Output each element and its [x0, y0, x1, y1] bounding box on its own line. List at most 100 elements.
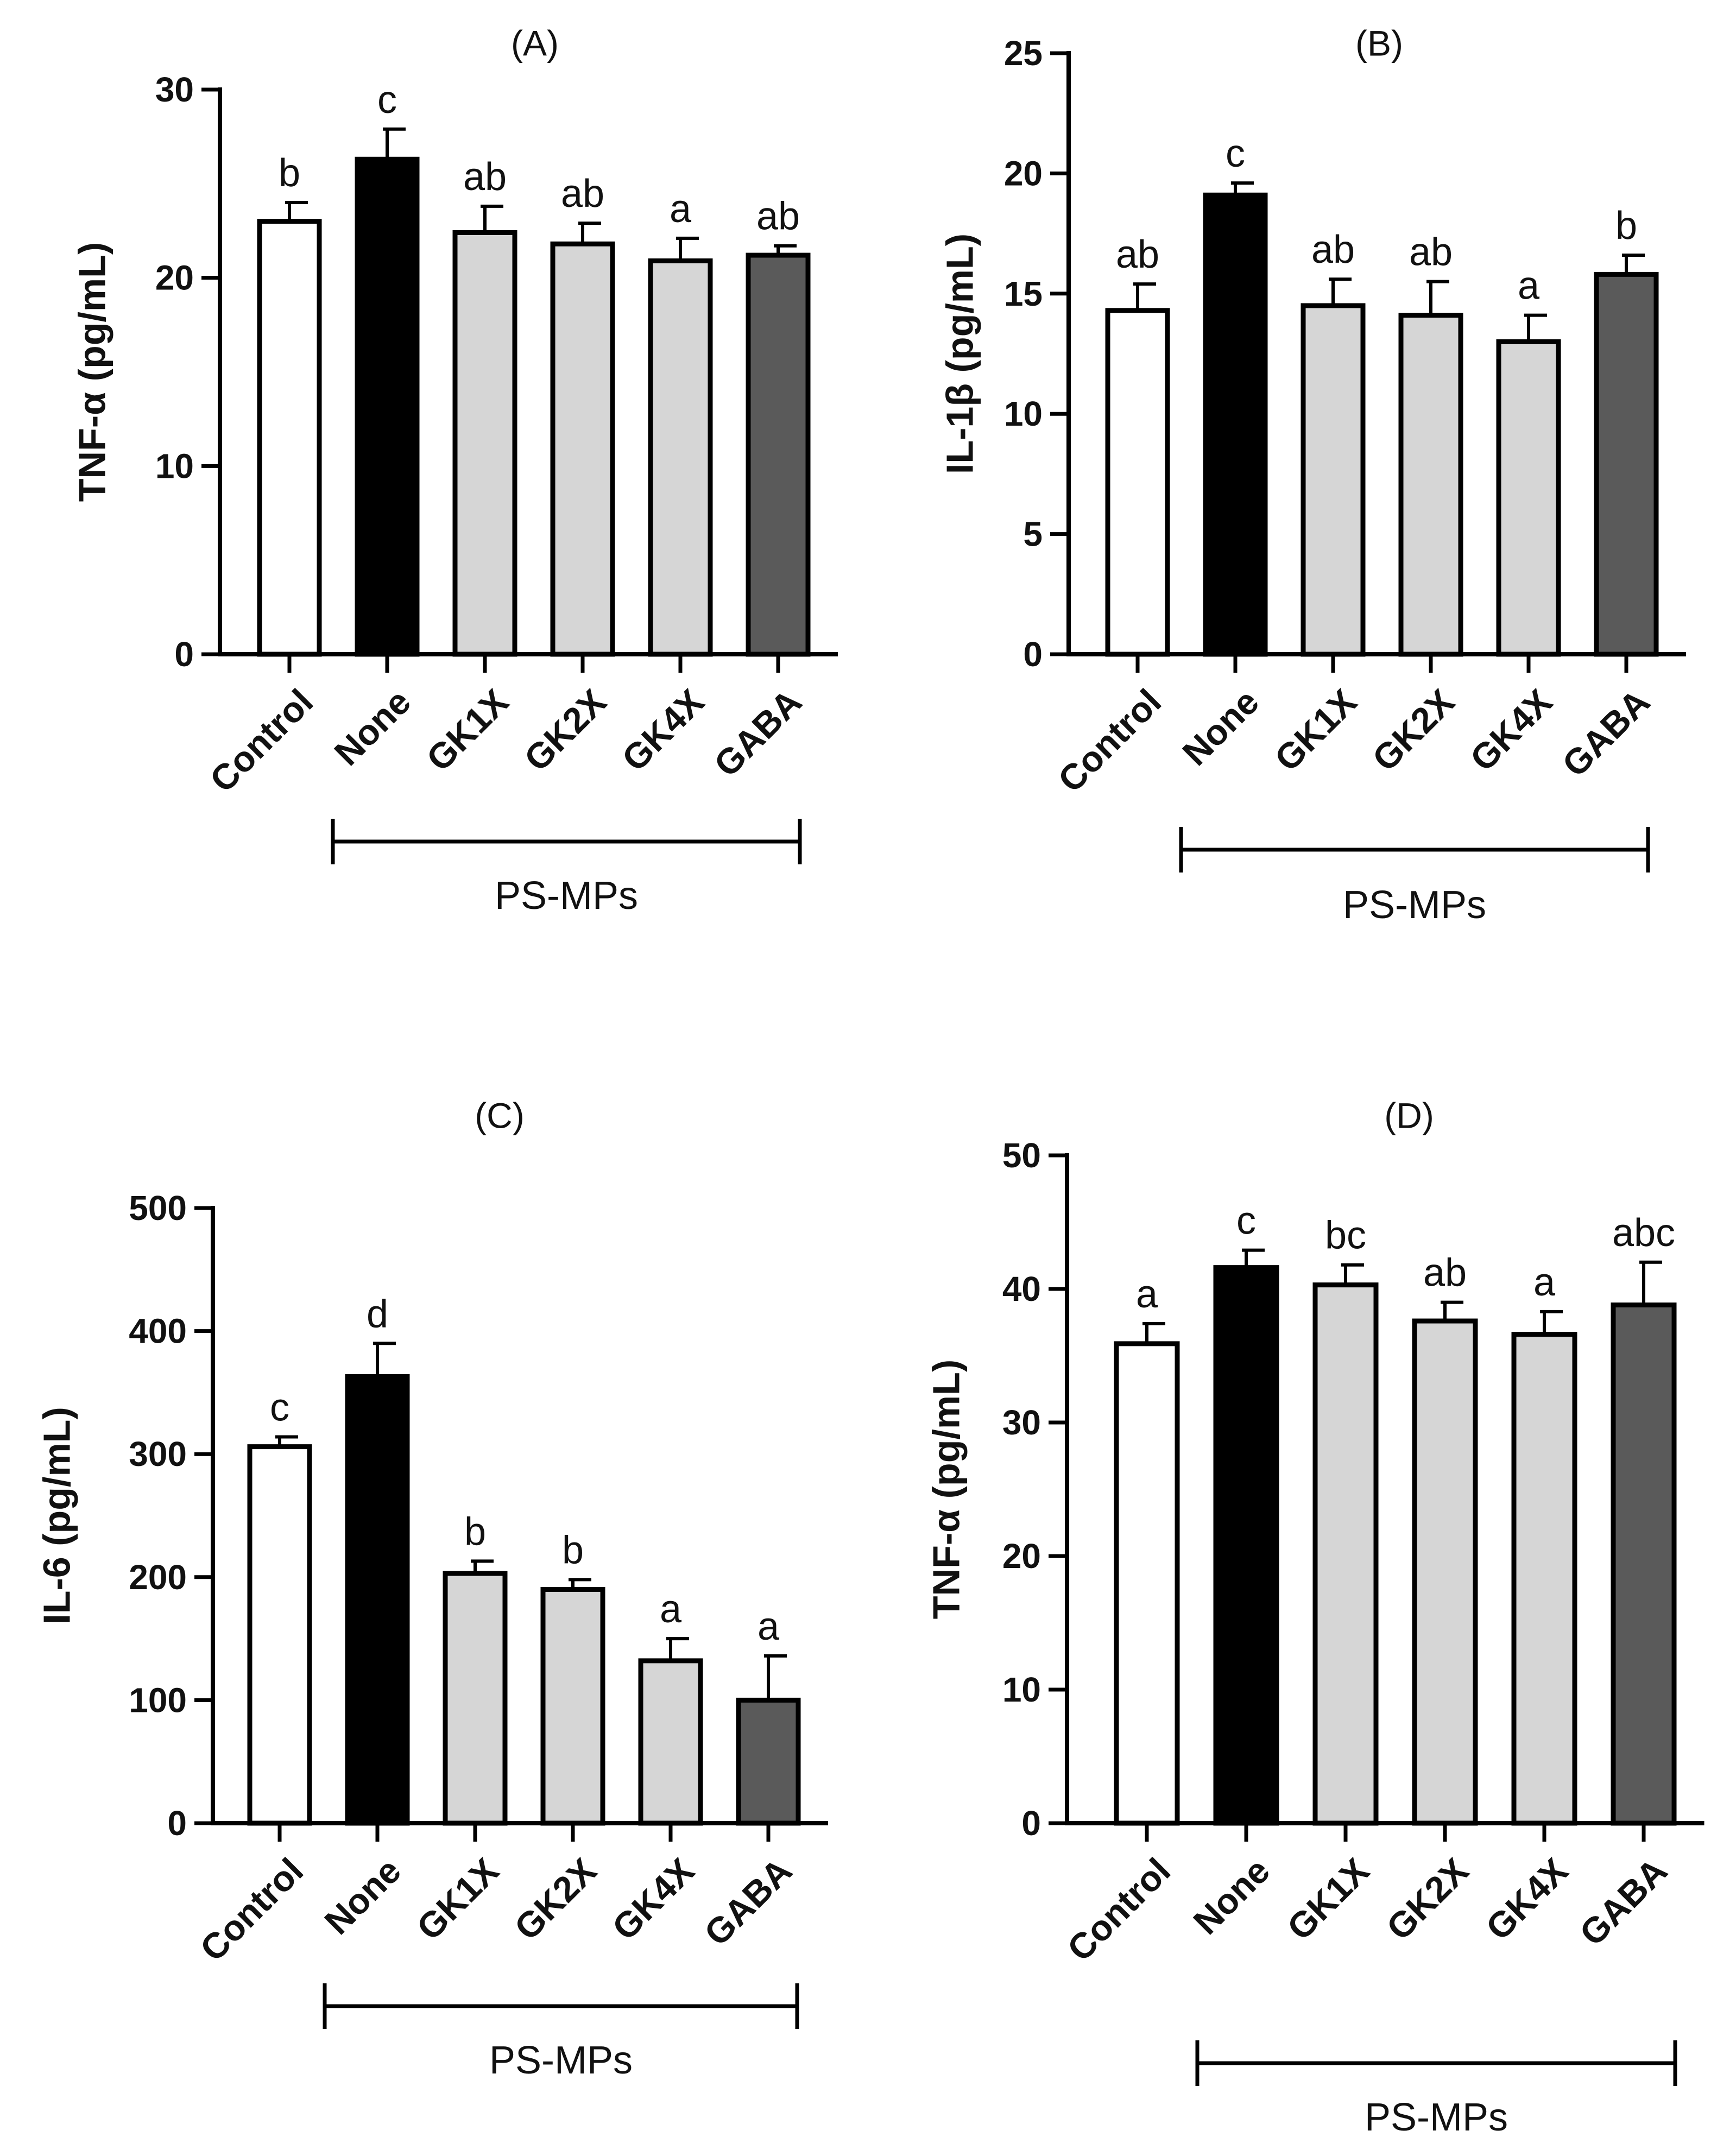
category-label: Control — [202, 681, 320, 800]
significance-label: ab — [561, 172, 604, 216]
y-tick-label: 20 — [1002, 1537, 1041, 1576]
panel-title: (C) — [475, 1095, 525, 1135]
category-label: Control — [1059, 1850, 1178, 1969]
bar-none — [1203, 192, 1268, 657]
significance-label: a — [1136, 1273, 1158, 1316]
panel-b: (B)IL-1β (pg/mL)0510152025abControlcNone… — [938, 23, 1686, 927]
y-tick-label: 0 — [1023, 635, 1043, 674]
category-label: GK1X — [1279, 1850, 1377, 1948]
significance-label: ab — [1423, 1251, 1467, 1295]
bar-control — [1105, 308, 1170, 657]
category-label: Control — [192, 1850, 311, 1969]
y-tick-label: 30 — [155, 70, 194, 109]
significance-label: a — [757, 1605, 780, 1648]
panel-title: (D) — [1384, 1095, 1434, 1135]
y-axis-label: TNF-α (pg/mL) — [71, 242, 113, 502]
significance-label: b — [464, 1510, 486, 1553]
panel-c: (C) IL-6 (pg/mL) 0 100 200 300 400 500 c Control d… — [35, 1095, 828, 2082]
category-label: None — [1175, 681, 1266, 773]
category-label: GK4X — [604, 1850, 702, 1948]
bar-gk1x — [452, 230, 517, 657]
category-label: Control — [1050, 681, 1169, 800]
significance-label: abc — [1612, 1211, 1675, 1255]
significance-label: ab — [1116, 233, 1159, 276]
y-tick-label: 400 — [129, 1312, 187, 1351]
bar-none — [345, 1374, 410, 1826]
significance-label: a — [660, 1588, 682, 1631]
y-axis-label: IL-1β (pg/mL) — [938, 233, 981, 474]
category-label: GK1X — [419, 681, 516, 779]
y-tick-label: 300 — [129, 1434, 187, 1474]
y-tick-label: 200 — [129, 1558, 187, 1597]
bar-gk1x — [1301, 303, 1366, 657]
category-label: GK1X — [1267, 681, 1364, 779]
significance-label: a — [1533, 1261, 1556, 1304]
category-label: GABA — [1571, 1850, 1675, 1953]
bar-gk4x — [638, 1658, 703, 1826]
category-label: GK4X — [1462, 681, 1560, 779]
bar-gk1x — [1312, 1282, 1379, 1826]
significance-label: ab — [1409, 231, 1453, 274]
group-label: PS-MPs — [495, 874, 638, 918]
bar-gk2x — [540, 1586, 605, 1826]
y-axis-label: TNF-α (pg/mL) — [925, 1360, 967, 1619]
significance-label: ab — [756, 195, 800, 238]
y-axis-label: IL-6 (pg/mL) — [35, 1407, 78, 1624]
y-tick-label: 0 — [1021, 1804, 1041, 1843]
significance-label: ab — [1311, 228, 1355, 271]
y-tick-label: 25 — [1004, 34, 1043, 73]
category-label: GK4X — [1478, 1850, 1575, 1948]
category-label: None — [326, 681, 418, 773]
category-label: GABA — [706, 681, 809, 785]
panel-title: (A) — [511, 23, 559, 63]
category-label: GK2X — [1365, 681, 1462, 779]
bar-gaba — [1594, 271, 1659, 657]
significance-label: bc — [1325, 1214, 1366, 1257]
panel-a: (A) TNF-α (pg/mL) 0 10 20 30 b Control c None ab GK… — [71, 23, 838, 918]
significance-label: a — [670, 187, 692, 231]
y-tick-label: 40 — [1002, 1269, 1041, 1308]
bar-none — [355, 156, 420, 657]
bar-gk4x — [1496, 339, 1561, 657]
category-label: GABA — [696, 1850, 799, 1953]
category-label: GK2X — [1379, 1850, 1476, 1948]
y-tick-label: 10 — [1004, 394, 1043, 433]
bar-gk1x — [443, 1571, 508, 1826]
bar-gaba — [1611, 1303, 1677, 1826]
bar-gaba — [746, 252, 811, 657]
panel-title: (B) — [1355, 23, 1403, 63]
bar-gaba — [736, 1697, 801, 1826]
bar-gk2x — [1398, 313, 1463, 657]
y-tick-label: 5 — [1023, 515, 1043, 554]
bar-control — [257, 219, 322, 657]
bar-control — [1114, 1341, 1180, 1826]
y-tick-label: 100 — [129, 1680, 187, 1719]
significance-label: c — [1236, 1199, 1256, 1243]
bar-gk4x — [1511, 1332, 1577, 1826]
significance-label: ab — [463, 155, 507, 199]
y-tick-label: 0 — [167, 1804, 187, 1843]
group-label: PS-MPs — [1365, 2096, 1508, 2139]
y-tick-label: 30 — [1002, 1403, 1041, 1442]
group-label: PS-MPs — [489, 2039, 633, 2082]
y-tick-label: 0 — [174, 635, 194, 674]
category-label: GK2X — [507, 1850, 604, 1948]
y-tick-label: 50 — [1002, 1136, 1041, 1175]
significance-label: c — [377, 78, 397, 122]
category-label: GK4X — [614, 681, 711, 779]
significance-label: a — [1518, 264, 1540, 308]
y-tick-label: 20 — [1004, 154, 1043, 193]
category-label: None — [317, 1850, 408, 1942]
significance-label: b — [1615, 204, 1637, 248]
y-tick-label: 10 — [155, 446, 194, 485]
y-tick-label: 15 — [1004, 274, 1043, 313]
category-label: None — [1185, 1850, 1277, 1942]
significance-label: c — [1226, 132, 1245, 175]
significance-label: c — [270, 1386, 289, 1429]
bar-none — [1213, 1265, 1279, 1826]
y-tick-label: 500 — [129, 1188, 187, 1228]
category-label: GK2X — [516, 681, 614, 779]
significance-label: d — [367, 1292, 388, 1336]
